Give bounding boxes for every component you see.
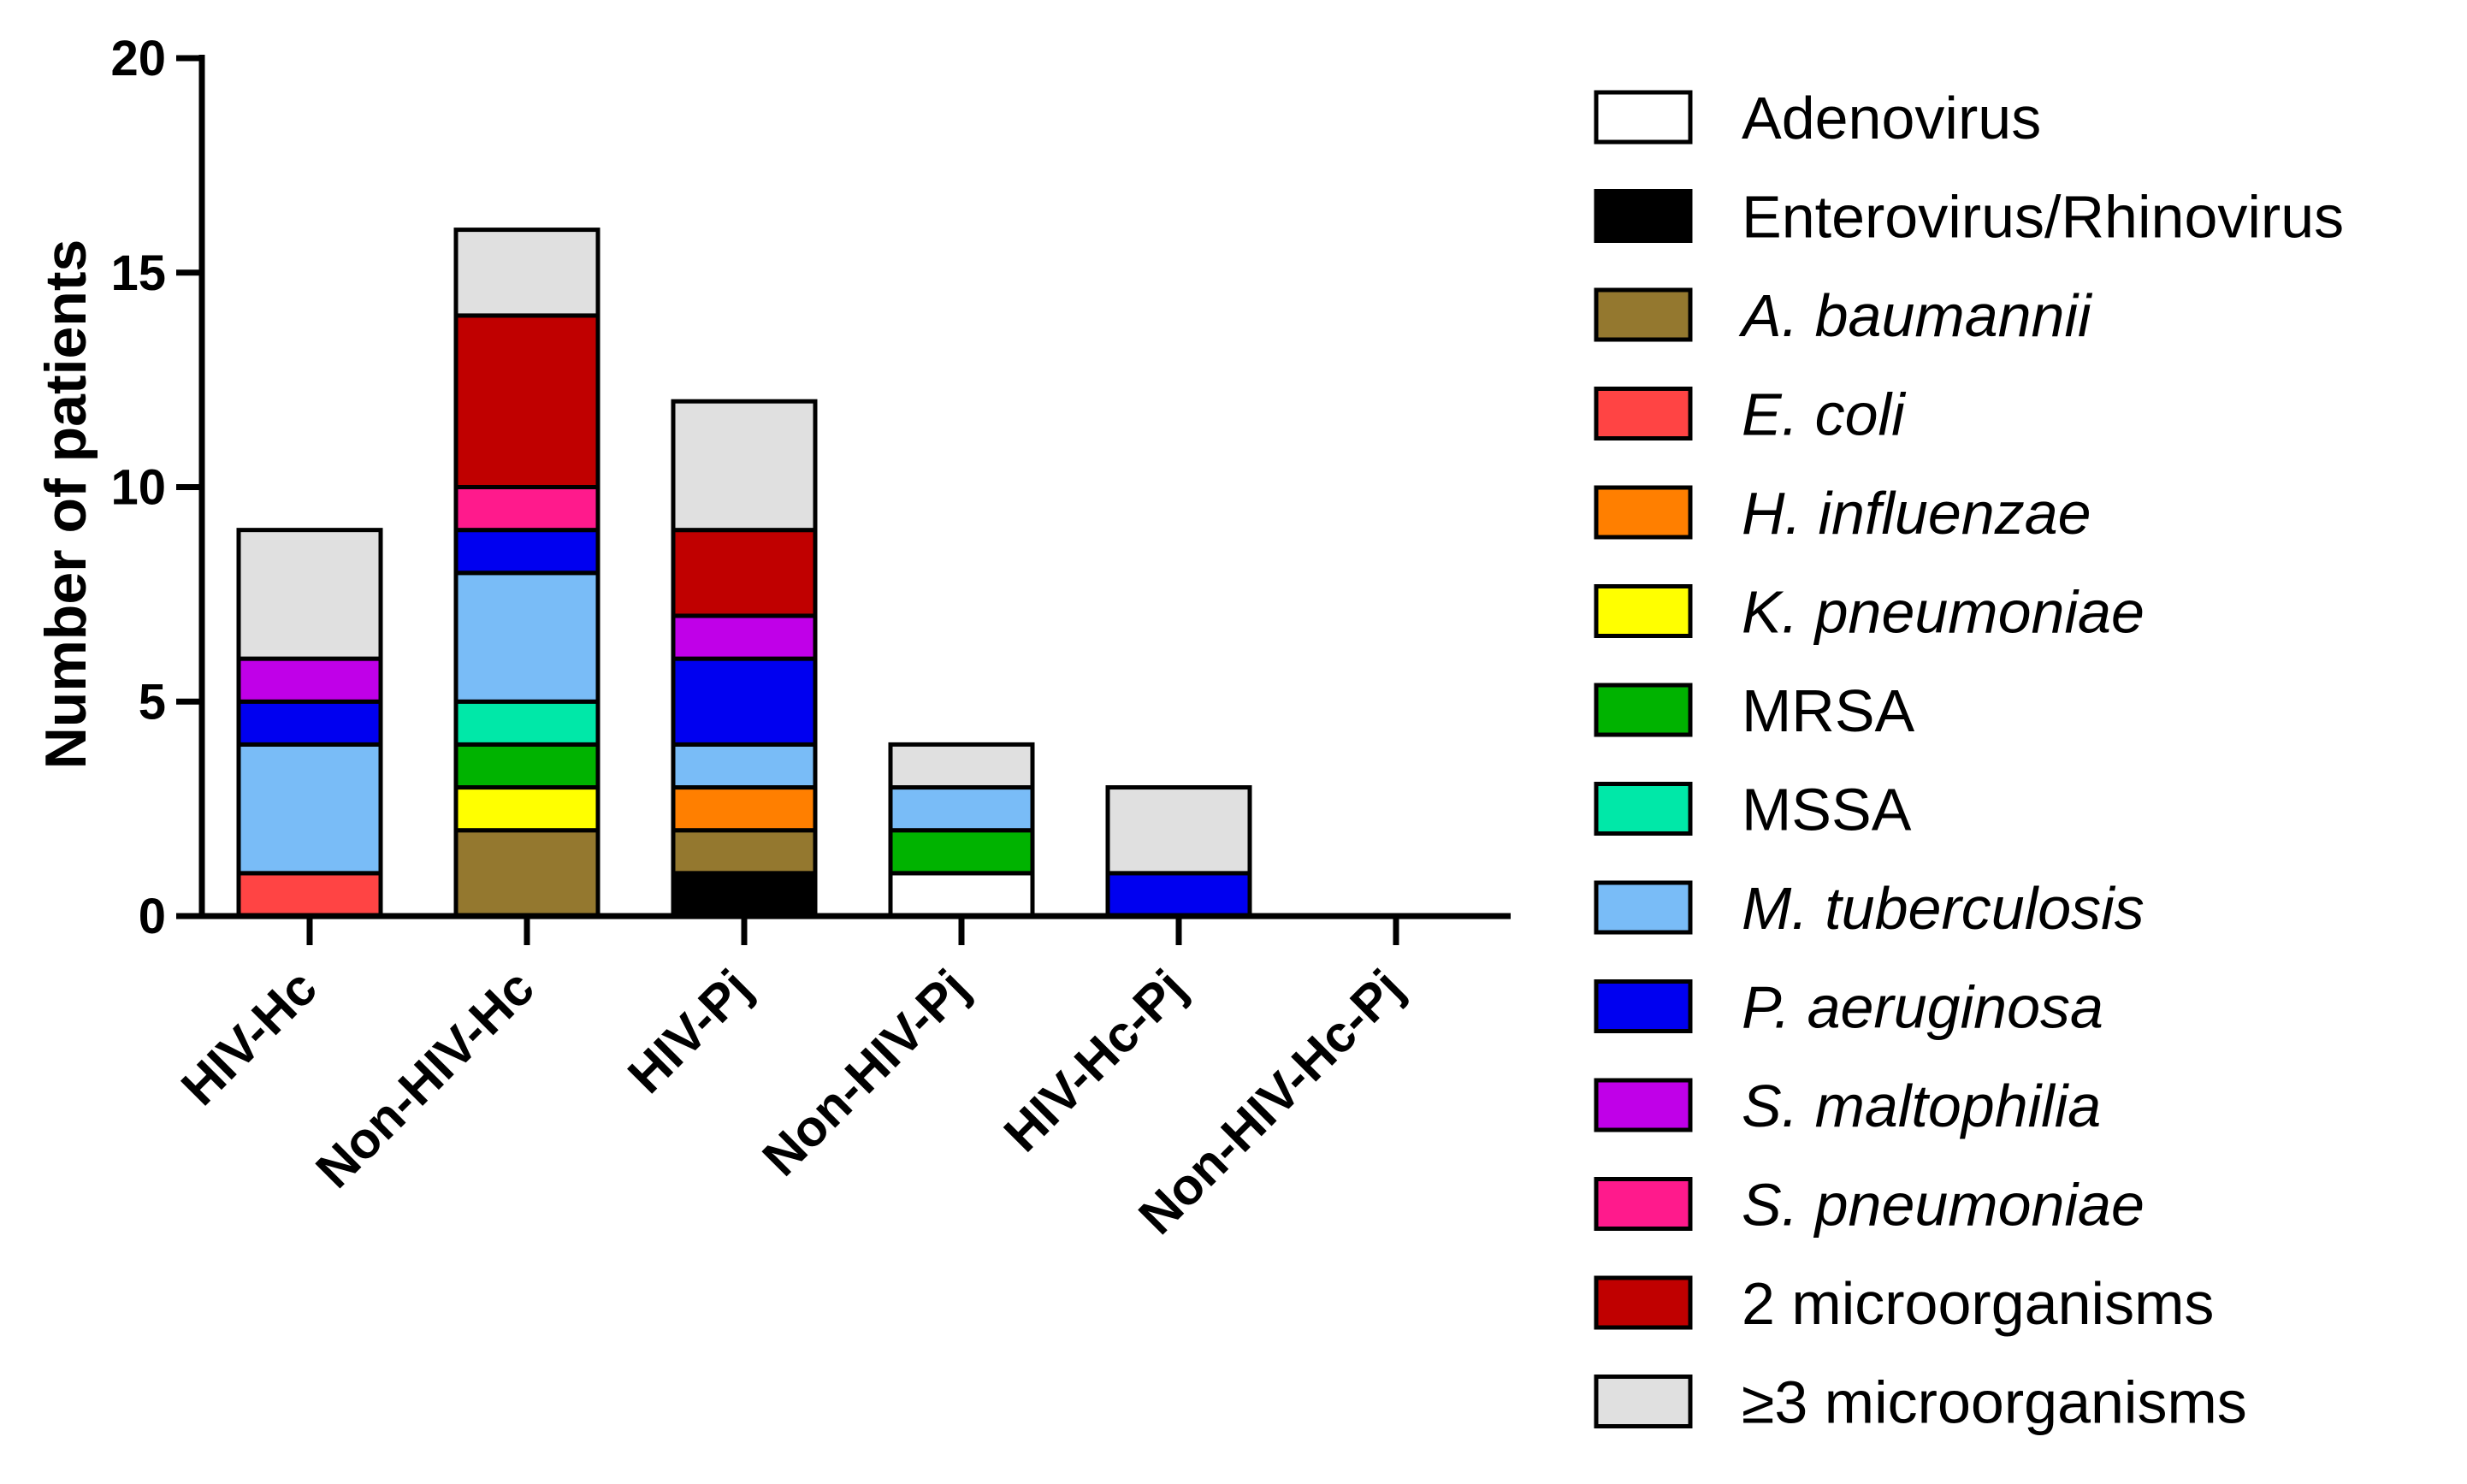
bar-segment-non-hiv-hc-mrsa	[453, 742, 600, 790]
legend-label-m-tuberculosis: M. tuberculosis	[1742, 875, 2145, 942]
legend-swatch-2-microorganisms	[1594, 1275, 1693, 1330]
bar-segment-hiv-pj-2-microorganisms	[671, 528, 818, 618]
legend-item-ge3-microorganisms: ≥3 microorganisms	[1594, 1369, 2247, 1436]
bar-segment-hiv-hc-p-aeruginosa	[236, 699, 383, 747]
legend-swatch-adenovirus	[1594, 90, 1693, 145]
bar-group-hiv-hc-pj	[1105, 785, 1252, 919]
x-tick-label-hiv-hc: HIV-Hc	[170, 959, 328, 1116]
legend-swatch-k-pneumoniae	[1594, 584, 1693, 638]
legend-swatch-a-baumannii	[1594, 287, 1693, 342]
bar-segment-non-hiv-hc-p-aeruginosa	[453, 528, 600, 576]
legend-swatch-ge3-microorganisms	[1594, 1375, 1693, 1428]
y-tick-label-5: 5	[139, 674, 166, 730]
legend-label-mrsa: MRSA	[1742, 677, 1915, 744]
legend-item-h-influenzae: H. influenzae	[1594, 480, 2091, 547]
legend-swatch-m-tuberculosis	[1594, 880, 1693, 935]
bar-segment-hiv-pj-a-baumannii	[671, 828, 818, 876]
legend-item-m-tuberculosis: M. tuberculosis	[1594, 875, 2145, 942]
legend-item-2-microorganisms: 2 microorganisms	[1594, 1270, 2214, 1337]
legend-swatch-s-maltophilia	[1594, 1078, 1693, 1132]
bar-segment-hiv-hc-s-maltophilia	[236, 656, 383, 704]
bar-group-non-hiv-hc	[453, 228, 600, 919]
bar-segment-non-hiv-pj-m-tuberculosis	[888, 785, 1035, 833]
legend-label-enterovirus-rhinovirus: Enterovirus/Rhinovirus	[1742, 184, 2344, 251]
bar-segment-non-hiv-hc-s-pneumoniae	[453, 485, 600, 533]
legend-label-p-aeruginosa: P. aeruginosa	[1742, 974, 2103, 1041]
legend-swatch-e-coli	[1594, 387, 1693, 440]
legend-item-a-baumannii: A. baumannii	[1594, 282, 2093, 349]
bar-segment-non-hiv-pj-mrsa	[888, 828, 1035, 876]
legend-item-s-pneumoniae: S. pneumoniae	[1594, 1172, 2145, 1239]
bar-segment-non-hiv-hc-a-baumannii	[453, 828, 600, 919]
bar-segment-hiv-hc-pj-ge3-microorganisms	[1105, 785, 1252, 876]
bar-segment-hiv-hc-ge3-microorganisms	[236, 528, 383, 661]
legend-swatch-mrsa	[1594, 683, 1693, 737]
bar-segment-hiv-pj-enterovirus-rhinovirus	[671, 871, 818, 919]
legend-swatch-p-aeruginosa	[1594, 979, 1693, 1033]
bar-segment-hiv-pj-p-aeruginosa	[671, 656, 818, 747]
y-tick-label-15: 15	[110, 245, 166, 301]
bar-segment-non-hiv-hc-mssa	[453, 699, 600, 747]
legend-item-adenovirus: Adenovirus	[1594, 85, 2041, 151]
y-tick-label-0: 0	[139, 889, 166, 944]
legend-item-e-coli: E. coli	[1594, 381, 1907, 448]
x-tick-label-non-hiv-hc: Non-HIV-Hc	[305, 959, 545, 1199]
legend-label-mssa: MSSA	[1742, 777, 1912, 843]
legend-swatch-mssa	[1594, 782, 1693, 836]
legend-swatch-h-influenzae	[1594, 485, 1693, 540]
legend-label-k-pneumoniae: K. pneumoniae	[1742, 579, 2145, 646]
legend-label-h-influenzae: H. influenzae	[1742, 480, 2091, 547]
legend-label-2-microorganisms: 2 microorganisms	[1742, 1270, 2214, 1337]
bar-group-non-hiv-pj	[888, 742, 1035, 919]
bar-segment-hiv-pj-s-maltophilia	[671, 613, 818, 661]
legend-label-ge3-microorganisms: ≥3 microorganisms	[1742, 1369, 2247, 1436]
legend-swatch-enterovirus-rhinovirus	[1594, 189, 1693, 243]
bar-segment-hiv-hc-m-tuberculosis	[236, 742, 383, 876]
bar-segment-non-hiv-hc-k-pneumoniae	[453, 785, 600, 833]
bar-segment-non-hiv-hc-2-microorganisms	[453, 313, 600, 489]
bar-group-hiv-hc	[236, 528, 383, 919]
x-tick-label-hiv-hc-pj: HIV-Hc-Pj	[993, 959, 1197, 1162]
x-tick-label-non-hiv-pj: Non-HIV-Pj	[752, 959, 980, 1187]
bar-segment-non-hiv-pj-adenovirus	[888, 871, 1035, 919]
legend-item-mssa: MSSA	[1594, 777, 1912, 843]
legend-label-e-coli: E. coli	[1742, 381, 1907, 448]
bars-layer	[236, 228, 1252, 919]
legend-item-mrsa: MRSA	[1594, 677, 1915, 744]
bar-segment-hiv-pj-ge3-microorganisms	[671, 399, 818, 533]
bar-segment-hiv-hc-e-coli	[236, 871, 383, 919]
bar-segment-hiv-pj-h-influenzae	[671, 785, 818, 833]
legend-item-s-maltophilia: S. maltophilia	[1594, 1073, 2101, 1139]
legend-swatch-s-pneumoniae	[1594, 1177, 1693, 1231]
bar-segment-non-hiv-hc-m-tuberculosis	[453, 571, 600, 704]
bar-segment-non-hiv-hc-ge3-microorganisms	[453, 228, 600, 318]
bar-group-hiv-pj	[671, 399, 818, 919]
legend-item-enterovirus-rhinovirus: Enterovirus/Rhinovirus	[1594, 184, 2344, 251]
x-tick-label-hiv-pj: HIV-Pj	[617, 959, 762, 1104]
y-tick-label-20: 20	[110, 31, 166, 86]
y-tick-label-10: 10	[110, 460, 166, 516]
legend-item-p-aeruginosa: P. aeruginosa	[1594, 974, 2103, 1041]
legend-label-a-baumannii: A. baumannii	[1738, 282, 2093, 349]
legend-label-adenovirus: Adenovirus	[1742, 85, 2041, 151]
bar-segment-non-hiv-pj-ge3-microorganisms	[888, 742, 1035, 790]
y-axis-title: Number of patients	[33, 239, 98, 770]
bar-segment-hiv-pj-m-tuberculosis	[671, 742, 818, 790]
legend-item-k-pneumoniae: K. pneumoniae	[1594, 579, 2145, 646]
axes-layer	[176, 55, 1511, 945]
legend: Adenovirus Enterovirus/Rhinovirus A. bauma…	[1594, 85, 2344, 1436]
bar-segment-hiv-hc-pj-p-aeruginosa	[1105, 871, 1252, 919]
legend-label-s-maltophilia: S. maltophilia	[1742, 1073, 2101, 1139]
legend-label-s-pneumoniae: S. pneumoniae	[1742, 1172, 2145, 1239]
